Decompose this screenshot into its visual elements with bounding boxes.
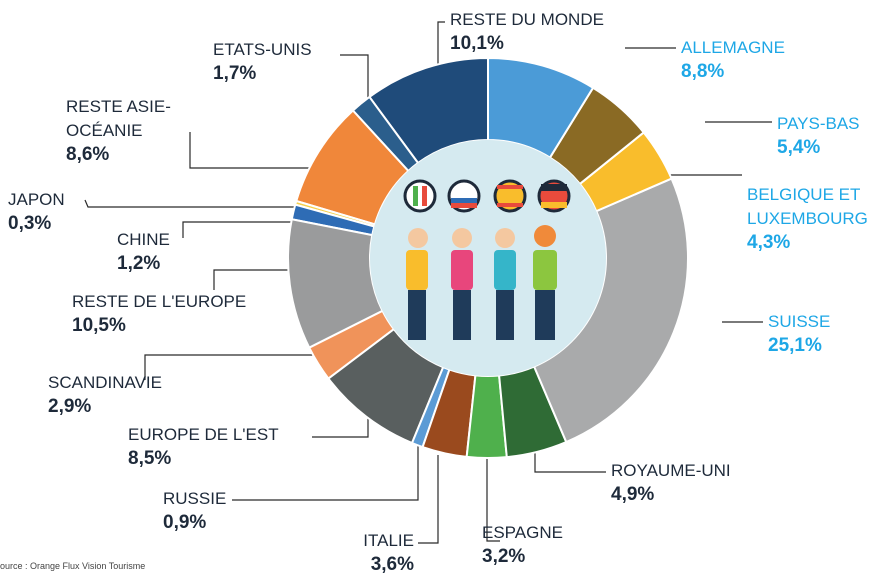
value-label: 4,9% [611, 483, 771, 507]
value-label: 0,9% [163, 511, 243, 535]
value-label: 1,7% [213, 62, 343, 86]
category-name: CHINE [117, 228, 187, 252]
category-name: ALLEMAGNE [681, 36, 831, 60]
center-disc [370, 140, 606, 376]
category-name: RESTE ASIE-OCÉANIE [66, 95, 196, 143]
category-name: RUSSIE [163, 487, 243, 511]
source: Source : Orange Flux Vision Tourisme [0, 561, 145, 571]
leader-line [183, 222, 298, 238]
category-name: ESPAGNE [482, 521, 622, 545]
category-name: ROYAUME-UNI [611, 459, 771, 483]
category-name: EUROPE DE L'EST [128, 423, 318, 447]
category-name: JAPON [8, 188, 88, 212]
value-label: 1,2% [117, 252, 187, 276]
category-name: BELGIQUE ET LUXEMBOURG [747, 183, 887, 231]
leader-line [214, 270, 296, 290]
value-label: 10,1% [450, 32, 630, 56]
value-label: 3,2% [482, 545, 622, 569]
value-label: 25,1% [768, 334, 878, 358]
value-label: 5,4% [777, 136, 887, 160]
category-name: SCANDINAVIE [48, 371, 198, 395]
category-name: PAYS-BAS [777, 112, 887, 136]
value-label: 10,5% [72, 314, 272, 338]
category-name: ETATS-UNIS [213, 38, 343, 62]
category-name: RESTE DE L'EUROPE [72, 290, 272, 314]
value-label: 2,9% [48, 395, 198, 419]
leader-line [85, 200, 300, 207]
page: Source : Orange Flux Vision Tourisme ALL… [0, 0, 890, 577]
value-label: 8,8% [681, 60, 831, 84]
category-name: RESTE DU MONDE [450, 8, 630, 32]
value-label: 8,5% [128, 447, 318, 471]
value-label: 8,6% [66, 143, 196, 167]
leader-line [190, 132, 310, 168]
leader-line [418, 455, 438, 543]
value-label: 3,6% [330, 553, 414, 577]
value-label: 4,3% [747, 231, 887, 255]
category-name: SUISSE [768, 310, 878, 334]
value-label: 0,3% [8, 212, 88, 236]
category-name: ITALIE [330, 529, 414, 553]
